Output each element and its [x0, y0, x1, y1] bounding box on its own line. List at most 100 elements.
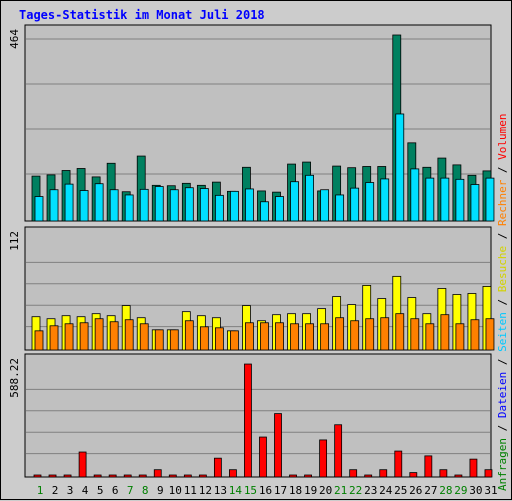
bar-seiten-10 [169, 189, 179, 222]
bar-seiten-24 [380, 178, 390, 222]
x-tick-label: 23 [364, 484, 377, 497]
bar-seiten-31 [485, 177, 495, 222]
bar-seiten-16 [260, 201, 269, 222]
bar-seiten-3 [64, 183, 74, 222]
bar-volumen-21 [334, 424, 343, 478]
bar-rechner-17 [275, 322, 284, 351]
legend-item-anfragen: Anfragen [496, 438, 509, 491]
y-max-label-bottom: 588.22 [8, 358, 21, 398]
bar-volumen-15 [244, 363, 252, 478]
x-tick-label: 7 [127, 484, 134, 497]
bar-seiten-13 [214, 194, 224, 222]
bar-seiten-15 [245, 188, 254, 222]
x-tick-label: 5 [97, 484, 104, 497]
bar-rechner-6 [109, 321, 119, 351]
bar-rechner-29 [455, 323, 465, 351]
bar-rechner-24 [380, 317, 390, 351]
legend-item-volumen: Volumen [496, 113, 509, 159]
legend-separator: / [496, 160, 509, 180]
y-max-label-middle: 112 [8, 231, 21, 251]
bar-volumen-2 [48, 474, 57, 478]
bar-rechner-13 [214, 327, 224, 351]
bar-seiten-8 [139, 188, 149, 222]
bar-seiten-14 [230, 190, 239, 222]
bar-rechner-23 [365, 318, 375, 351]
bar-rechner-9 [154, 329, 164, 351]
bar-rechner-1 [34, 330, 44, 351]
x-tick-label: 19 [304, 484, 317, 497]
legend: Anfragen / Dateien / Seiten / Besuche / … [496, 113, 509, 491]
bar-seiten-20 [320, 189, 330, 222]
x-tick-label: 16 [259, 484, 272, 497]
bar-seiten-21 [335, 194, 345, 222]
bar-seiten-27 [425, 177, 435, 222]
bar-rechner-27 [425, 323, 435, 351]
bar-rechner-30 [470, 319, 480, 351]
bar-rechner-19 [305, 323, 314, 351]
bar-seiten-18 [290, 181, 299, 222]
bar-volumen-17 [274, 413, 282, 478]
bar-rechner-3 [64, 323, 74, 351]
x-tick-label: 26 [409, 484, 422, 497]
legend-separator: / [496, 292, 509, 312]
bar-volumen-28 [439, 469, 448, 478]
x-tick-label: 14 [229, 484, 243, 497]
bar-seiten-5 [94, 183, 104, 222]
legend-separator: / [496, 418, 509, 438]
legend-item-seiten: Seiten [496, 312, 509, 352]
bar-rechner-31 [485, 318, 495, 351]
legend-item-rechner: Rechner [496, 179, 509, 226]
bar-volumen-22 [349, 469, 358, 478]
bar-seiten-26 [410, 168, 420, 222]
bar-seiten-11 [184, 187, 194, 222]
bar-rechner-5 [94, 318, 104, 351]
bar-rechner-10 [169, 329, 179, 351]
legend-item-dateien: Dateien [496, 372, 509, 418]
bar-rechner-12 [199, 326, 209, 351]
x-tick-label: 13 [214, 484, 227, 497]
bar-volumen-11 [183, 474, 192, 478]
bar-seiten-23 [365, 182, 375, 222]
bar-rechner-26 [410, 318, 420, 351]
bar-seiten-30 [470, 184, 480, 222]
x-tick-label: 6 [112, 484, 119, 497]
x-tick-label: 22 [349, 484, 362, 497]
x-tick-label: 12 [199, 484, 212, 497]
bar-volumen-16 [259, 436, 267, 478]
x-tick-label: 3 [67, 484, 74, 497]
bar-volumen-31 [484, 469, 493, 478]
legend-separator: / [496, 226, 509, 246]
bar-rechner-7 [124, 319, 134, 351]
bar-volumen-6 [108, 474, 117, 478]
chart-title: Tages-Statistik im Monat Juli 2018 [19, 8, 265, 22]
bar-volumen-29 [454, 474, 463, 478]
bar-rechner-11 [184, 320, 194, 351]
x-tick-label: 31 [484, 484, 497, 497]
bar-volumen-7 [123, 474, 132, 478]
bar-seiten-28 [440, 177, 450, 222]
bar-volumen-20 [319, 439, 328, 478]
bar-rechner-28 [440, 314, 450, 351]
legend-item-besuche: Besuche [496, 246, 509, 292]
x-tick-label: 9 [157, 484, 164, 497]
x-tick-label: 1 [37, 484, 44, 497]
bar-seiten-19 [305, 174, 314, 222]
bar-volumen-13 [213, 457, 222, 478]
x-tick-label: 15 [244, 484, 257, 497]
bar-rechner-25 [395, 313, 405, 351]
bar-rechner-16 [260, 322, 269, 351]
bar-seiten-25 [395, 113, 405, 222]
bar-volumen-26 [409, 472, 418, 478]
x-tick-label: 20 [319, 484, 332, 497]
plot-area-bottom [24, 353, 492, 478]
x-tick-label: 24 [379, 484, 393, 497]
bar-rechner-21 [335, 317, 345, 351]
bar-seiten-29 [455, 178, 465, 222]
legend-separator: / [496, 352, 509, 372]
bar-volumen-12 [198, 474, 207, 478]
x-tick-label: 21 [334, 484, 347, 497]
x-tick-label: 4 [82, 484, 89, 497]
bar-seiten-22 [350, 187, 360, 222]
